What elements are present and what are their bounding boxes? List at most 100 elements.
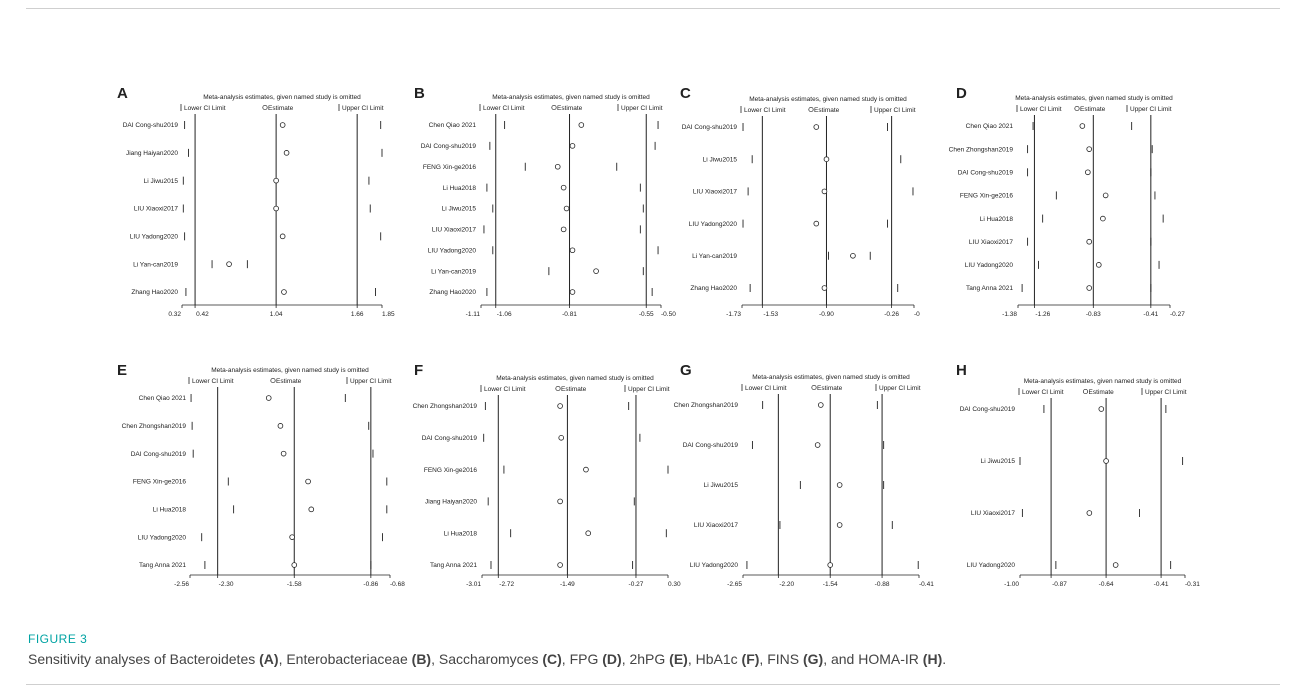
caption-segment: , HbA1c: [687, 651, 742, 667]
panel-e: E Meta-analysis estimates, given named st…: [117, 362, 405, 588]
estimate-point: [827, 562, 834, 568]
study-row: LIU Yadong2020: [428, 246, 659, 254]
study-label: Jiang Haiyan2020: [126, 150, 178, 157]
study-label: LIU Yadong2020: [965, 262, 1014, 269]
legend-estimate-marker: [808, 106, 814, 113]
panel-letter: C: [680, 85, 691, 102]
study-label: Li Hua2018: [443, 185, 477, 192]
estimate-point: [560, 184, 567, 191]
legend-estimate-label: Estimate: [561, 386, 587, 393]
panel-header: Meta-analysis estimates, given named stu…: [211, 367, 369, 374]
caption-segment: Sensitivity analyses of Bacteroidetes: [28, 651, 260, 667]
x-tick-label: -0.86: [363, 581, 378, 588]
estimate-point: [554, 163, 561, 170]
study-row: DAI Cong-shu2019: [422, 433, 641, 442]
study-label: LIU Yadong2020: [138, 534, 187, 541]
study-label: DAI Cong-shu2019: [958, 169, 1014, 176]
study-row: LIU Xiaoxi2017: [694, 521, 893, 529]
study-row: FENG Xin-ge2016: [423, 162, 618, 171]
study-row: Chen Zhongshan2019: [949, 145, 1153, 153]
legend-estimate-marker: [1082, 388, 1089, 395]
x-tick-label: -1.73: [726, 311, 741, 318]
x-tick-label: -3.01: [466, 581, 481, 588]
x-tick-label: -0.26: [884, 311, 899, 318]
x-tick-label: -1.38: [1002, 311, 1017, 318]
study-row: Li Jiwu2015: [981, 457, 1184, 465]
study-row: Tang Anna 2021: [139, 561, 372, 569]
study-label: Li Jiwu2015: [703, 156, 738, 163]
x-tick-label: -1.58: [287, 581, 302, 588]
caption-segment: , 2hPG: [621, 651, 670, 667]
study-label: Chen Qiao 2021: [139, 395, 187, 402]
study-label: Chen Qiao 2021: [966, 123, 1014, 130]
caption-panel-ref: (E): [669, 651, 688, 667]
x-tick-label: 0.42: [196, 311, 209, 318]
x-tick-label: -0.68: [390, 581, 405, 588]
study-row: Zhang Hao2020: [131, 288, 376, 296]
legend-upper-label: Upper CI Limit: [874, 107, 916, 114]
study-label: LIU Xiaoxi2017: [971, 510, 1015, 517]
panel-letter: E: [117, 362, 127, 379]
estimate-point: [813, 124, 820, 130]
study-label: LIU Xiaoxi2017: [693, 189, 737, 196]
study-row: Chen Qiao 2021: [966, 122, 1133, 130]
x-tick-label: -0.27: [629, 581, 644, 588]
estimate-point: [1095, 262, 1102, 268]
study-row: DAI Cong-shu2019: [421, 141, 656, 150]
study-label: DAI Cong-shu2019: [131, 451, 187, 458]
study-label: Zhang Hao2020: [690, 285, 737, 292]
study-label: DAI Cong-shu2019: [682, 124, 738, 131]
study-row: Li Hua2018: [443, 183, 641, 192]
estimate-point: [291, 562, 298, 568]
estimate-point: [1103, 458, 1109, 464]
study-row: Zhang Hao2020: [429, 288, 653, 296]
x-tick-label: -1.26: [1035, 311, 1050, 318]
study-label: Li Jiwu2015: [704, 482, 739, 489]
study-label: FENG Xin-ge2016: [960, 193, 1013, 200]
study-row: LIU Xiaoxi2017: [969, 237, 1152, 246]
estimate-point: [1102, 192, 1109, 199]
x-tick-label: -0.87: [1052, 581, 1067, 588]
estimate-point: [578, 122, 585, 128]
x-tick-label: -1.49: [560, 581, 575, 588]
panel-h: H Meta-analysis estimates, given named st…: [956, 362, 1200, 588]
x-tick-label: -1.53: [763, 311, 778, 318]
estimate-point: [1086, 510, 1093, 516]
caption-panel-ref: (A): [259, 651, 279, 667]
x-tick-label: 0.32: [168, 311, 181, 318]
panel-letter: F: [414, 362, 423, 379]
legend-estimate-label: Estimate: [276, 378, 302, 385]
x-tick-label: -0.50: [661, 311, 676, 318]
study-row: DAI Cong-shu2019: [958, 168, 1152, 176]
legend-lower-label: Lower CI Limit: [483, 105, 525, 112]
panel-letter: D: [956, 85, 967, 102]
study-label: DAI Cong-shu2019: [123, 122, 179, 129]
panel-header: Meta-analysis estimates, given named stu…: [1015, 95, 1173, 102]
legend-estimate-marker: [262, 104, 268, 111]
x-tick-label: -1.06: [497, 311, 512, 318]
study-label: DAI Cong-shu2019: [421, 143, 477, 150]
legend-upper-label: Upper CI Limit: [628, 386, 670, 393]
estimate-point: [305, 478, 311, 485]
estimate-point: [1085, 169, 1091, 176]
legend-upper-label: Upper CI Limit: [879, 385, 921, 392]
x-tick-label: -2.65: [727, 581, 742, 588]
panel-letter: G: [680, 362, 692, 379]
legend-lower-label: Lower CI Limit: [184, 105, 226, 112]
x-tick-label: 1.04: [270, 311, 283, 318]
legend-estimate-marker: [551, 104, 557, 111]
study-row: Li Hua2018: [980, 214, 1164, 223]
figure-label: FIGURE 3: [28, 632, 88, 646]
estimate-point: [813, 220, 820, 227]
estimate-point: [814, 442, 821, 448]
panel-header: Meta-analysis estimates, given named stu…: [749, 96, 907, 103]
x-tick-label: -0.81: [562, 311, 577, 318]
caption-segment: , Saccharomyces: [431, 651, 543, 667]
estimate-point: [280, 450, 287, 457]
study-row: Jiang Haiyan2020: [425, 497, 635, 506]
caption-panel-ref: (H): [922, 651, 943, 667]
panel-header: Meta-analysis estimates, given named stu…: [203, 94, 361, 101]
x-tick-label: -0.41: [1143, 311, 1158, 318]
study-label: DAI Cong-shu2019: [683, 442, 739, 449]
